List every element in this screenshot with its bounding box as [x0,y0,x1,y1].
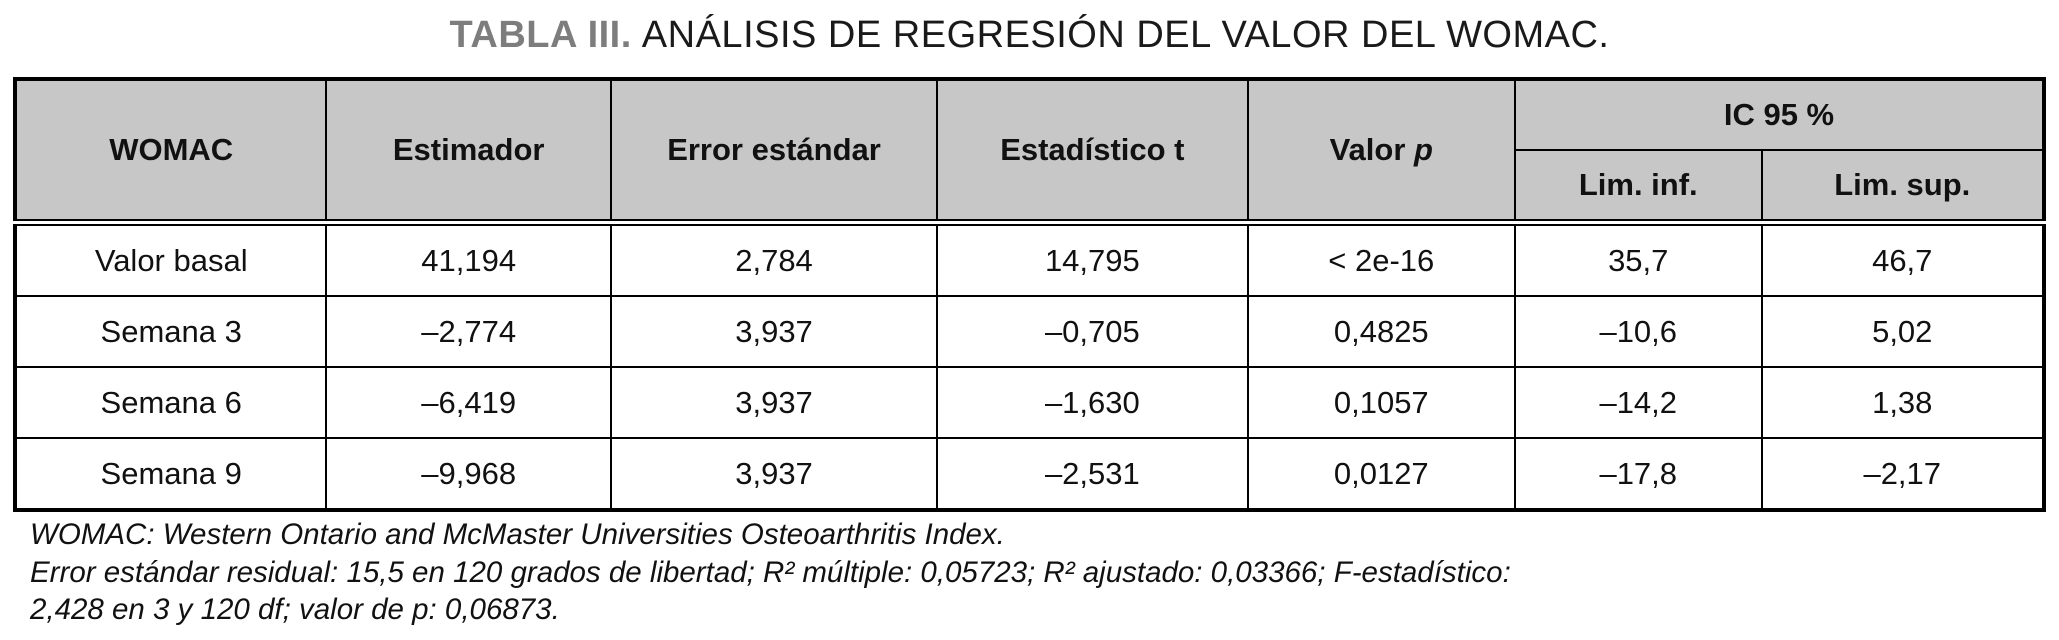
column-header-ic95: IC 95 % [1513,78,2046,151]
cell-error-estandar: 2,784 [609,219,939,297]
cell-label: Semana 6 [13,366,328,439]
table-title: TABLA III. ANÁLISIS DE REGRESIÓN DEL VALO… [0,14,2059,57]
table-row-semana-6: Semana 6 –6,419 3,937 –1,630 0,1057 –14,… [13,366,2045,439]
table-row-valor-basal: Valor basal 41,194 2,784 14,795 < 2e-16 … [13,219,2045,297]
cell-lim-inf: –17,8 [1513,437,1763,511]
cell-estimador: –6,419 [325,366,612,439]
cell-lim-inf: –14,2 [1513,366,1763,439]
table-row-semana-9: Semana 9 –9,968 3,937 –2,531 0,0127 –17,… [13,437,2045,511]
cell-estimador: 41,194 [325,219,612,297]
cell-label: Valor basal [13,219,328,297]
column-header-estimador: Estimador [325,78,612,224]
cell-valor-p: 0,0127 [1246,437,1516,511]
column-header-lim-inf: Lim. inf. [1513,149,1763,224]
table-body: Valor basal 41,194 2,784 14,795 < 2e-16 … [13,219,2045,511]
cell-valor-p: 0,1057 [1246,366,1516,439]
table-title-number: TABLA III. [449,14,632,56]
table-title-text: ANÁLISIS DE REGRESIÓN DEL VALOR DEL WOMA… [641,14,1610,56]
cell-estimador: –2,774 [325,295,612,368]
valor-p-prefix: Valor [1329,132,1406,167]
cell-lim-sup: 5,02 [1760,295,2045,368]
column-header-womac: WOMAC [13,78,328,224]
cell-estadistico-t: –0,705 [936,295,1249,368]
regression-table: WOMAC Estimador Error estándar Estadísti… [13,77,2046,512]
valor-p-italic: p [1414,132,1433,167]
cell-valor-p: < 2e-16 [1246,219,1516,297]
cell-valor-p: 0,4825 [1246,295,1516,368]
table-row-semana-3: Semana 3 –2,774 3,937 –0,705 0,4825 –10,… [13,295,2045,368]
header-row-sub: Lim. inf. Lim. sup. [15,149,2045,224]
cell-estadistico-t: 14,795 [936,219,1249,297]
cell-lim-inf: 35,7 [1513,219,1763,297]
cell-error-estandar: 3,937 [609,437,939,511]
cell-label: Semana 9 [13,437,328,511]
column-header-lim-sup: Lim. sup. [1760,149,2045,224]
cell-lim-inf: –10,6 [1513,295,1763,368]
cell-error-estandar: 3,937 [609,295,939,368]
footnote-model-stats-line1: Error estándar residual: 15,5 en 120 gra… [30,555,1511,589]
column-header-error-estandar: Error estándar [609,78,939,224]
cell-label: Semana 3 [13,295,328,368]
cell-estimador: –9,968 [325,437,612,511]
table-header: WOMAC Estimador Error estándar Estadísti… [13,78,2046,224]
cell-lim-sup: 1,38 [1760,366,2045,439]
footnote-model-stats-line2: 2,428 en 3 y 120 df; valor de p: 0,06873… [30,593,560,626]
cell-lim-sup: –2,17 [1760,437,2045,511]
footnote-womac-definition: WOMAC: Western Ontario and McMaster Univ… [30,518,1005,551]
cell-estadistico-t: –2,531 [936,437,1249,511]
footnotes: WOMAC: Western Ontario and McMaster Univ… [30,516,2030,629]
column-header-estadistico-t: Estadístico t [936,78,1249,224]
cell-error-estandar: 3,937 [609,366,939,439]
cell-estadistico-t: –1,630 [936,366,1249,439]
header-row-top: WOMAC Estimador Error estándar Estadísti… [13,78,2046,224]
column-header-valor-p: Valor p [1246,78,1516,224]
cell-lim-sup: 46,7 [1760,219,2045,297]
